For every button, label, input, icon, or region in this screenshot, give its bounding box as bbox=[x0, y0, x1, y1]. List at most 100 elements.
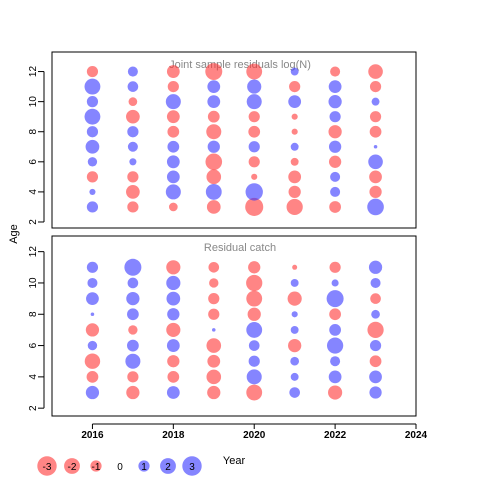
x-tick-label: 2020 bbox=[243, 430, 266, 441]
residual-bubble bbox=[331, 279, 339, 287]
residual-bubble bbox=[369, 125, 382, 138]
residual-bubble bbox=[329, 324, 341, 336]
residual-bubble bbox=[328, 125, 342, 139]
legend-label: -3 bbox=[43, 462, 52, 473]
residual-bubble bbox=[127, 371, 139, 383]
bubble-layer bbox=[84, 258, 384, 401]
residual-bubble bbox=[246, 384, 263, 401]
residual-bubble bbox=[165, 184, 181, 200]
residual-bubble bbox=[207, 110, 220, 123]
residual-bubble bbox=[368, 260, 383, 274]
residual-bubble bbox=[290, 325, 299, 334]
residual-bubble bbox=[326, 337, 344, 354]
residual-bubble bbox=[127, 339, 139, 352]
residual-bubble bbox=[248, 261, 261, 274]
panel-title: Joint sample residuals log(N) bbox=[169, 59, 311, 71]
y-tick-label: 8 bbox=[28, 129, 39, 135]
panel-title: Residual catch bbox=[204, 242, 276, 254]
residual-bubble bbox=[330, 186, 341, 197]
residual-bubble bbox=[127, 66, 138, 77]
residual-bubble bbox=[329, 201, 341, 213]
residual-bubble bbox=[290, 356, 300, 366]
y-tick-label: 10 bbox=[28, 96, 39, 108]
residual-bubble bbox=[328, 95, 342, 109]
legend-bubble bbox=[138, 460, 150, 472]
residual-bubble bbox=[288, 338, 302, 353]
residual-bubble bbox=[370, 293, 381, 304]
residual-bubble bbox=[86, 65, 99, 78]
residual-bubble bbox=[248, 355, 260, 367]
residual-bubble bbox=[87, 340, 98, 351]
residual-bubble bbox=[207, 80, 221, 93]
panel-frame bbox=[51, 51, 417, 229]
residual-bubble bbox=[369, 111, 382, 123]
residual-bubble bbox=[330, 356, 341, 367]
residual-bubble bbox=[127, 201, 139, 213]
residual-bubble bbox=[367, 321, 384, 339]
residual-bubble bbox=[287, 291, 302, 306]
y-axis: 2 4 6 8 10 12 bbox=[28, 246, 45, 411]
residual-bubble bbox=[251, 173, 258, 180]
y-tick-label: 6 bbox=[28, 159, 39, 165]
residual-bubble bbox=[367, 198, 384, 216]
residual-bubble bbox=[206, 369, 222, 385]
residual-bubble bbox=[368, 154, 383, 170]
x-axis: 2016 2018 2020 2022 2024 bbox=[81, 423, 428, 441]
residual-bubble bbox=[290, 67, 299, 76]
y-tick-label: 6 bbox=[28, 342, 39, 348]
residual-bubble bbox=[208, 293, 220, 305]
residual-bubble bbox=[248, 111, 260, 123]
residual-bubble bbox=[330, 66, 341, 77]
residual-bubble bbox=[328, 155, 342, 168]
residual-bubble bbox=[246, 369, 262, 385]
residual-bubble bbox=[288, 95, 302, 109]
panel-frame bbox=[51, 235, 417, 417]
residual-bubble bbox=[166, 170, 180, 184]
residual-bubble bbox=[126, 385, 140, 400]
residual-bubble bbox=[208, 261, 220, 273]
residual-bubble bbox=[166, 291, 181, 306]
legend-bubble bbox=[37, 456, 57, 476]
legend-label: 3 bbox=[189, 462, 195, 473]
residual-bubble bbox=[286, 198, 303, 216]
residual-bubble bbox=[245, 197, 264, 216]
bubble-layer bbox=[84, 63, 384, 216]
residual-bubble bbox=[290, 157, 299, 166]
residual-bubble bbox=[125, 353, 141, 369]
residual-bubble bbox=[127, 81, 139, 92]
y-axis: 2 4 6 8 10 12 bbox=[28, 66, 45, 225]
residual-bubble bbox=[205, 183, 222, 200]
residual-bubble bbox=[212, 328, 216, 332]
residual-bubble bbox=[86, 261, 99, 273]
residual-bubble bbox=[126, 109, 140, 124]
residual-bubble bbox=[167, 125, 180, 138]
residual-bubble bbox=[127, 277, 139, 289]
residual-bubble bbox=[248, 340, 260, 351]
residual-bubble bbox=[246, 321, 263, 338]
residual-bubble bbox=[288, 170, 302, 184]
residual-bubble bbox=[127, 141, 138, 152]
residual-bubble bbox=[166, 322, 181, 337]
residual-bubble bbox=[373, 144, 378, 149]
residual-bubble bbox=[84, 353, 101, 369]
residual-bubble bbox=[166, 260, 181, 275]
residual-bubble bbox=[85, 323, 100, 337]
residual-bubble bbox=[369, 355, 382, 368]
residual-bubble bbox=[206, 200, 221, 214]
residual-bubble bbox=[86, 126, 99, 138]
x-tick-label: 2018 bbox=[162, 430, 185, 441]
residual-bubble bbox=[87, 157, 98, 167]
residual-bubble bbox=[248, 141, 260, 153]
legend-label: -1 bbox=[92, 462, 101, 473]
x-tick-label: 2024 bbox=[405, 430, 428, 441]
residual-bubble bbox=[85, 385, 100, 400]
residual-bubble bbox=[90, 312, 95, 317]
residual-bubble bbox=[168, 202, 178, 212]
legend-bubble bbox=[90, 460, 102, 472]
residual-bubble bbox=[205, 63, 223, 81]
legend-bubble bbox=[182, 456, 202, 476]
residual-bubble bbox=[371, 97, 380, 106]
residual-bubble bbox=[127, 126, 139, 138]
residual-bubble bbox=[84, 78, 101, 95]
residual-bubble bbox=[369, 339, 382, 352]
